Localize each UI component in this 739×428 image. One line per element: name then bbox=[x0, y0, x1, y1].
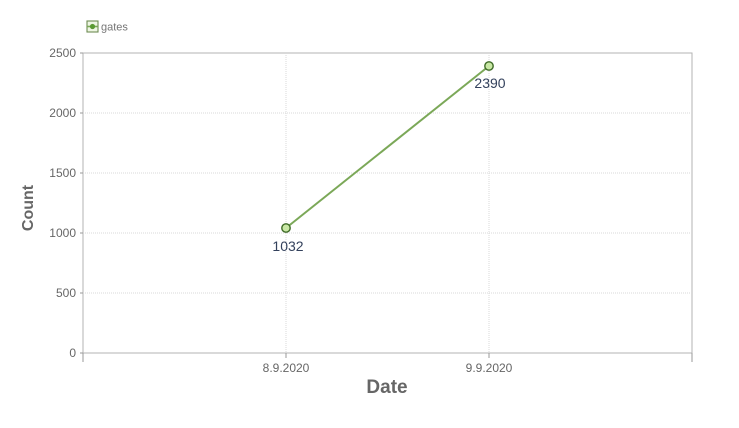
svg-text:Count: Count bbox=[20, 184, 37, 231]
svg-text:2000: 2000 bbox=[49, 106, 76, 120]
svg-text:1500: 1500 bbox=[49, 166, 76, 180]
svg-text:gates: gates bbox=[101, 22, 128, 34]
svg-text:Date: Date bbox=[366, 377, 407, 398]
svg-text:1000: 1000 bbox=[49, 226, 76, 240]
svg-text:9.9.2020: 9.9.2020 bbox=[466, 361, 513, 375]
svg-text:1032: 1032 bbox=[272, 238, 303, 254]
svg-text:2500: 2500 bbox=[49, 46, 76, 60]
svg-text:2390: 2390 bbox=[474, 75, 505, 91]
svg-text:8.9.2020: 8.9.2020 bbox=[263, 361, 310, 375]
svg-text:500: 500 bbox=[56, 286, 76, 300]
svg-text:0: 0 bbox=[69, 346, 76, 360]
